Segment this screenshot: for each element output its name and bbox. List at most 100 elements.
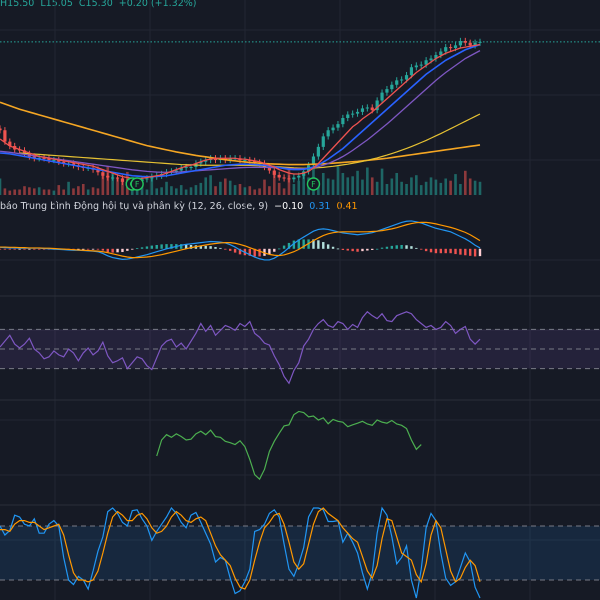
- volume-bar: [263, 179, 266, 195]
- volume-bar: [47, 189, 51, 195]
- candle-body: [414, 65, 418, 68]
- macd-histogram-bar: [248, 248, 251, 256]
- volume-bar: [444, 178, 448, 195]
- macd-histogram-bar: [400, 244, 403, 249]
- volume-bar: [439, 182, 443, 195]
- volume-bar: [96, 188, 100, 195]
- volume-bar: [150, 177, 154, 195]
- macd-legend[interactable]: báo Trung bình Động hội tụ và phân kỳ (1…: [0, 201, 361, 212]
- macd-histogram-bar: [214, 247, 217, 249]
- candle-body: [145, 178, 149, 180]
- volume-bar: [434, 179, 438, 195]
- volume-bar: [429, 177, 433, 195]
- candle-body: [106, 175, 110, 178]
- macd-histogram-bar: [390, 245, 394, 249]
- macd-histogram-bar: [28, 248, 31, 250]
- macd-histogram-bar: [297, 239, 300, 249]
- volume-bar: [395, 173, 399, 195]
- volume-bar: [8, 190, 12, 195]
- macd-histogram-bar: [410, 246, 413, 249]
- signal-marker[interactable]: F: [306, 177, 321, 191]
- macd-histogram-bar: [238, 248, 242, 255]
- macd-histogram-bar: [135, 248, 139, 250]
- volume-bar: [86, 189, 90, 195]
- candle-body: [326, 130, 330, 137]
- volume-bar: [18, 189, 21, 195]
- macd-histogram-bar: [331, 246, 335, 249]
- volume-bar: [23, 186, 26, 195]
- candle-body: [321, 136, 325, 147]
- macd-histogram-bar: [459, 248, 462, 255]
- candle-body: [174, 170, 178, 172]
- macd-histogram-bar: [106, 248, 109, 253]
- momentum-line: [156, 410, 422, 481]
- candle-body: [297, 175, 301, 178]
- volume-bar: [233, 185, 237, 195]
- signal-marker-label: F: [135, 180, 140, 189]
- ma-yellow-line: [19, 113, 481, 169]
- volume-bar: [160, 187, 163, 195]
- macd-title: báo Trung bình Động hội tụ và phân kỳ (1…: [0, 201, 269, 212]
- macd-histogram-bar: [469, 248, 472, 256]
- candle-body: [243, 160, 247, 161]
- volume-bar: [370, 177, 374, 195]
- macd-histogram-bar: [229, 248, 232, 251]
- candle-body: [120, 178, 125, 182]
- macd-histogram-bar: [189, 244, 193, 249]
- volume-bar: [106, 166, 110, 195]
- volume-bar: [302, 173, 305, 195]
- candle-body: [458, 41, 463, 46]
- macd-histogram-bar: [405, 245, 408, 249]
- volume-bar: [52, 190, 56, 195]
- volume-bar: [419, 185, 423, 195]
- candle-body: [424, 60, 428, 65]
- signal-marker[interactable]: F: [130, 177, 144, 191]
- macd-histogram-bar: [150, 245, 154, 249]
- macd-histogram-bar: [140, 247, 144, 249]
- candle-body: [400, 79, 404, 81]
- candle-body: [395, 80, 399, 85]
- candle-body: [32, 156, 36, 159]
- volume-bar: [77, 186, 80, 195]
- candle-body: [473, 42, 477, 46]
- volume-bar: [356, 170, 359, 195]
- volume-bar: [326, 178, 330, 195]
- candle-body: [0, 128, 2, 131]
- high-label: H15.50: [0, 0, 35, 9]
- candle-body: [316, 146, 320, 157]
- macd-histogram-bar: [96, 248, 100, 250]
- candle-body: [3, 130, 7, 142]
- macd-histogram-bar: [317, 240, 320, 249]
- stoch-d-line: [0, 507, 481, 590]
- macd-histogram-bar: [101, 248, 105, 251]
- candle-body: [57, 160, 61, 162]
- macd-histogram-bar: [439, 248, 443, 254]
- macd-histogram-bar: [204, 245, 207, 249]
- candle-body: [341, 118, 345, 125]
- signal-marker-circle: [130, 177, 144, 191]
- macd-histogram-bar: [420, 248, 423, 250]
- macd-histogram-bar: [0, 248, 2, 250]
- macd-histogram-bar: [277, 248, 281, 250]
- volume-bar: [175, 188, 178, 195]
- volume-bar: [145, 189, 149, 195]
- volume-bar: [194, 185, 198, 195]
- candle-body: [282, 177, 286, 179]
- candle-body: [439, 51, 443, 55]
- volume-bar: [199, 182, 203, 195]
- candle-body: [365, 107, 369, 109]
- volume-bar: [57, 185, 61, 195]
- volume-bar: [184, 189, 188, 195]
- candle-body: [150, 176, 154, 179]
- macd-histogram-bar: [454, 248, 457, 255]
- macd-histogram-bar: [77, 248, 80, 250]
- candle-body: [101, 172, 105, 176]
- volume-bar: [248, 186, 252, 195]
- volume-bar: [454, 174, 457, 195]
- volume-bar: [42, 189, 46, 195]
- macd-histogram-bar: [282, 245, 286, 249]
- macd-histogram-bar: [273, 248, 276, 252]
- macd-histogram-bar: [371, 248, 374, 250]
- candle-body: [331, 127, 335, 131]
